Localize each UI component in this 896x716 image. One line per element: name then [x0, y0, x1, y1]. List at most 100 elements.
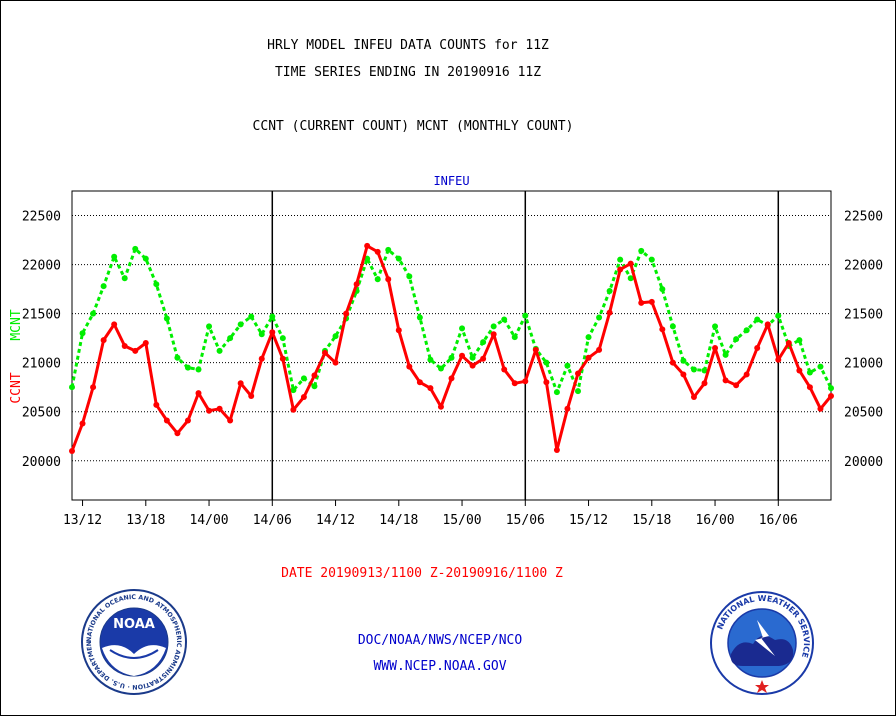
data-point-ccnt: [754, 344, 761, 351]
y-tick-label-left: 22500: [22, 210, 61, 225]
data-point-ccnt: [490, 331, 497, 338]
data-point-mcnt: [806, 369, 813, 376]
y-tick-label-left: 21000: [22, 357, 61, 372]
data-point-ccnt: [806, 384, 813, 391]
data-point-ccnt: [575, 370, 581, 377]
data-point-ccnt: [532, 346, 539, 353]
data-point-ccnt: [174, 430, 181, 437]
y-tick-label-right: 20000: [844, 455, 883, 470]
data-point-ccnt: [269, 329, 276, 336]
data-point-mcnt: [564, 362, 571, 369]
data-point-ccnt: [659, 326, 666, 333]
data-point-mcnt: [311, 383, 318, 390]
data-point-mcnt: [680, 357, 687, 364]
data-point-mcnt: [111, 253, 118, 260]
data-point-mcnt: [543, 359, 550, 366]
data-point-mcnt: [817, 363, 824, 370]
data-point-ccnt: [796, 367, 803, 374]
data-point-mcnt: [553, 389, 560, 396]
data-point-ccnt: [617, 266, 624, 273]
y-tick-label-left: 22000: [22, 259, 61, 274]
data-point-ccnt: [406, 363, 413, 370]
data-point-ccnt: [121, 342, 128, 349]
data-point-mcnt: [206, 323, 213, 330]
data-point-ccnt: [395, 327, 402, 334]
panel-title: INFEU: [433, 174, 469, 188]
data-point-mcnt: [90, 310, 97, 317]
data-point-mcnt: [690, 366, 697, 373]
data-point-ccnt: [553, 446, 560, 453]
x-tick-label: 13/12: [63, 513, 102, 528]
data-point-ccnt: [511, 380, 518, 387]
data-point-mcnt: [659, 286, 666, 293]
data-point-ccnt: [480, 355, 487, 362]
data-point-ccnt: [585, 354, 592, 361]
y-tick-label-right: 21000: [844, 357, 883, 372]
noaa-logo-text: NOAA: [113, 617, 155, 632]
x-tick-label: 14/06: [253, 513, 292, 528]
chart-title-line1: HRLY MODEL INFEU DATA COUNTS for 11Z: [267, 38, 549, 53]
x-tick-label: 15/18: [632, 513, 671, 528]
data-point-mcnt: [722, 351, 729, 358]
data-point-ccnt: [216, 405, 223, 412]
y-tick-label-right: 22500: [844, 210, 883, 225]
x-tick-label: 15/00: [442, 513, 481, 528]
data-point-mcnt: [163, 315, 170, 322]
nws-logo: NATIONAL WEATHER SERVICE: [710, 591, 814, 695]
data-point-ccnt: [227, 417, 234, 424]
data-point-ccnt: [195, 390, 202, 397]
date-range-label: DATE 20190913/1100 Z-20190916/1100 Z: [281, 566, 563, 581]
data-point-ccnt: [437, 403, 444, 410]
data-point-ccnt: [469, 362, 476, 369]
data-point-ccnt: [501, 366, 508, 373]
data-point-ccnt: [300, 394, 307, 400]
data-point-mcnt: [416, 314, 423, 321]
data-point-mcnt: [511, 334, 518, 341]
data-point-mcnt: [627, 275, 634, 282]
data-point-ccnt: [733, 382, 740, 389]
data-point-mcnt: [279, 335, 286, 342]
data-point-ccnt: [712, 344, 719, 351]
data-point-ccnt: [184, 417, 191, 424]
data-point-ccnt: [669, 359, 676, 366]
noaa-logo: NATIONAL OCEANIC AND ATMOSPHERIC ADMINIS…: [80, 588, 187, 695]
data-point-ccnt: [111, 321, 118, 328]
data-point-mcnt: [606, 288, 613, 295]
data-point-mcnt: [469, 354, 476, 361]
data-point-ccnt: [627, 260, 634, 267]
data-point-mcnt: [775, 312, 782, 319]
y-tick-label-left: 20500: [22, 406, 61, 421]
data-point-ccnt: [785, 340, 792, 347]
data-point-mcnt: [153, 281, 160, 288]
data-point-mcnt: [427, 356, 434, 363]
data-point-ccnt: [163, 417, 170, 424]
data-point-mcnt: [385, 246, 392, 253]
data-point-mcnt: [142, 255, 149, 262]
data-point-ccnt: [343, 310, 350, 317]
x-tick-label: 15/06: [506, 513, 545, 528]
y-tick-label-right: 21500: [844, 308, 883, 323]
data-point-mcnt: [638, 247, 645, 254]
data-point-mcnt: [575, 388, 581, 395]
data-point-ccnt: [596, 346, 603, 353]
data-point-ccnt: [764, 321, 771, 328]
x-tick-label: 14/12: [316, 513, 355, 528]
data-point-mcnt: [269, 313, 276, 320]
data-point-ccnt: [416, 379, 423, 386]
data-point-mcnt: [437, 365, 444, 372]
data-point-ccnt: [279, 355, 286, 362]
data-point-ccnt: [364, 242, 371, 249]
data-point-mcnt: [195, 366, 202, 373]
y-tick-label-right: 22000: [844, 259, 883, 274]
plot-area: [71, 190, 832, 501]
data-point-mcnt: [617, 256, 624, 263]
data-point-mcnt: [395, 255, 402, 262]
data-point-ccnt: [385, 276, 392, 283]
data-point-ccnt: [69, 447, 75, 454]
x-tick-label: 13/18: [126, 513, 165, 528]
data-point-mcnt: [332, 333, 339, 340]
data-point-mcnt: [743, 327, 750, 334]
data-point-ccnt: [459, 352, 466, 359]
data-point-mcnt: [733, 336, 740, 343]
website-label: WWW.NCEP.NOAA.GOV: [373, 659, 507, 674]
